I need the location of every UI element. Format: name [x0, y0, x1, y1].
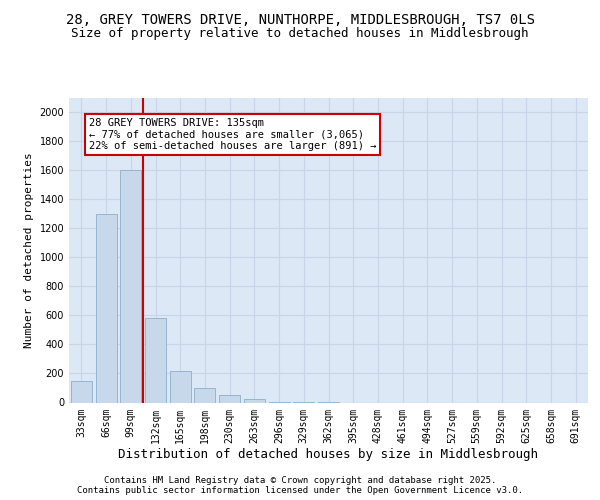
Bar	[95, 214, 116, 402]
Text: Size of property relative to detached houses in Middlesbrough: Size of property relative to detached ho…	[71, 28, 529, 40]
Y-axis label: Number of detached properties: Number of detached properties	[24, 152, 34, 348]
X-axis label: Distribution of detached houses by size in Middlesbrough: Distribution of detached houses by size …	[119, 448, 539, 461]
Bar	[71, 380, 92, 402]
Bar	[170, 370, 191, 402]
Bar	[145, 318, 166, 402]
Bar	[120, 170, 141, 402]
Text: Contains HM Land Registry data © Crown copyright and database right 2025.
Contai: Contains HM Land Registry data © Crown c…	[77, 476, 523, 495]
Bar	[219, 394, 240, 402]
Text: 28, GREY TOWERS DRIVE, NUNTHORPE, MIDDLESBROUGH, TS7 0LS: 28, GREY TOWERS DRIVE, NUNTHORPE, MIDDLE…	[65, 12, 535, 26]
Text: 28 GREY TOWERS DRIVE: 135sqm
← 77% of detached houses are smaller (3,065)
22% of: 28 GREY TOWERS DRIVE: 135sqm ← 77% of de…	[89, 118, 376, 151]
Bar	[244, 399, 265, 402]
Bar	[194, 388, 215, 402]
